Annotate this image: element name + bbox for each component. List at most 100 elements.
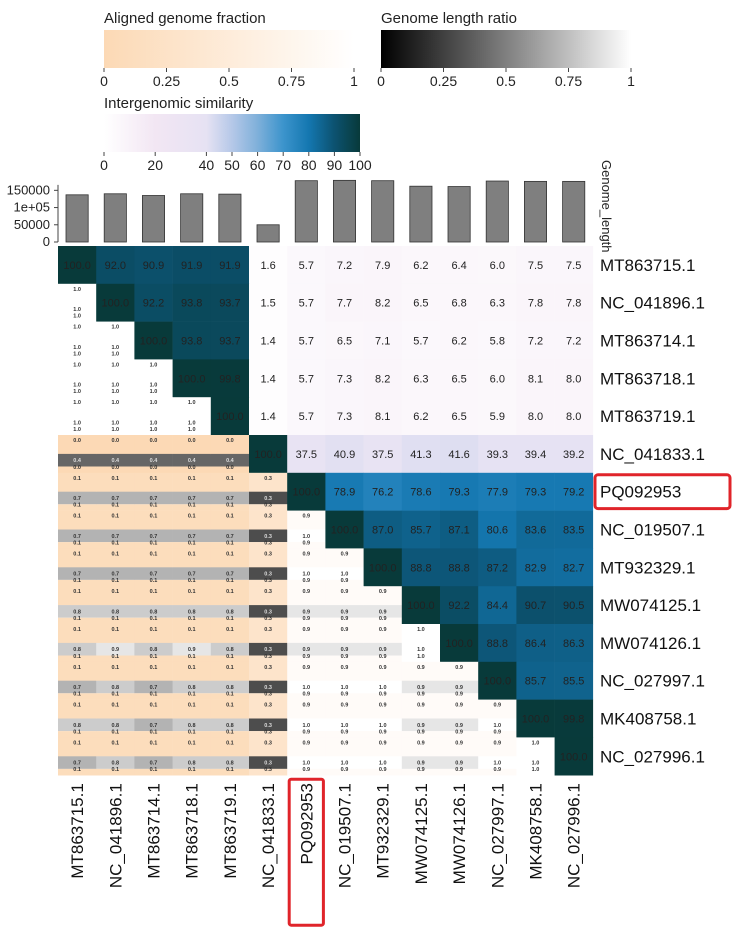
similarity-cell xyxy=(287,321,326,360)
length-ratio-value: 0.9 xyxy=(341,609,349,615)
similarity-value: 100.0 xyxy=(445,638,473,650)
similarity-value: 93.7 xyxy=(219,336,240,348)
length-ratio-value: 1.0 xyxy=(379,761,387,767)
aligned-fraction-value: 0.1 xyxy=(188,703,196,709)
aligned-fraction-value: 0.1 xyxy=(188,476,196,482)
similarity-cell xyxy=(363,472,403,511)
aligned-fraction-cell xyxy=(440,693,479,700)
length-ratio-cell xyxy=(58,680,97,694)
similarity-value: 93.7 xyxy=(219,298,240,310)
length-ratio-cell xyxy=(363,642,403,656)
similarity-cell xyxy=(325,472,364,511)
length-ratio-cell xyxy=(478,756,517,769)
aligned-fraction-value: 0.9 xyxy=(341,616,349,622)
similarity-cell xyxy=(440,397,479,436)
similarity-value: 84.4 xyxy=(487,600,508,612)
aligned-fraction-value: 0.1 xyxy=(226,729,234,735)
aligned-fraction-cell xyxy=(210,655,250,663)
aligned-fraction-cell xyxy=(210,661,250,681)
similarity-value: 77.9 xyxy=(487,487,508,499)
length-ratio-cell xyxy=(58,642,97,656)
aligned-fraction-cell xyxy=(96,466,135,474)
aligned-fraction-cell xyxy=(134,510,173,530)
length-ratio-value: 1.0 xyxy=(493,723,501,729)
legend-aligned-colorbar xyxy=(104,30,354,68)
aligned-fraction-value: 0.9 xyxy=(493,740,501,746)
similarity-cell xyxy=(134,321,173,360)
aligned-fraction-value: 0.1 xyxy=(226,627,234,633)
aligned-fraction-cell xyxy=(172,510,212,530)
aligned-fraction-value: 0.1 xyxy=(111,540,119,546)
aligned-fraction-cell xyxy=(96,510,135,530)
length-ratio-cell xyxy=(172,567,212,580)
aligned-fraction-value: 0.1 xyxy=(111,551,119,557)
row-label: MW074126.1 xyxy=(600,634,701,653)
similarity-cell xyxy=(478,472,517,511)
aligned-fraction-value: 0.9 xyxy=(302,616,310,622)
aligned-fraction-value: 1.0 xyxy=(111,427,119,433)
similarity-cell xyxy=(401,397,441,436)
aligned-fraction-value: 0.9 xyxy=(302,729,310,735)
aligned-fraction-cell xyxy=(172,435,212,455)
length-ratio-cell xyxy=(96,416,135,429)
length-ratio-cell xyxy=(134,718,173,732)
aligned-fraction-value: 0.1 xyxy=(73,540,81,546)
similarity-value: 6.8 xyxy=(451,298,466,310)
aligned-fraction-cell xyxy=(96,321,135,341)
length-ratio-value: 0.7 xyxy=(150,534,158,540)
highlight-row-label-box xyxy=(593,473,732,511)
length-ratio-cell xyxy=(401,680,441,694)
aligned-fraction-value: 0.1 xyxy=(150,589,158,595)
similarity-cell xyxy=(325,359,364,398)
length-ratio-value: 1.0 xyxy=(188,420,196,426)
column-label: MW074126.1 xyxy=(450,783,469,884)
similarity-value: 5.7 xyxy=(299,411,314,423)
aligned-fraction-value: 0.9 xyxy=(341,551,349,557)
aligned-fraction-value: 0.9 xyxy=(341,627,349,633)
aligned-fraction-cell xyxy=(401,655,441,663)
aligned-fraction-value: 0.1 xyxy=(73,616,81,622)
length-ratio-value: 0.9 xyxy=(379,609,387,615)
aligned-fraction-value: 0.9 xyxy=(417,729,425,735)
aligned-fraction-cell xyxy=(172,731,212,738)
aligned-fraction-value: 0.1 xyxy=(226,503,234,509)
aligned-fraction-value: 0.1 xyxy=(226,589,234,595)
aligned-fraction-value: 0.0 xyxy=(188,438,196,444)
aligned-fraction-value: 0.1 xyxy=(226,476,234,482)
aligned-fraction-value: 0.1 xyxy=(73,767,81,773)
length-ratio-cell xyxy=(249,718,288,732)
aligned-fraction-cell xyxy=(363,661,403,681)
length-ratio-value: 1.0 xyxy=(302,572,310,578)
aligned-fraction-value: 0.0 xyxy=(111,465,119,471)
similarity-value: 93.8 xyxy=(181,336,202,348)
aligned-fraction-cell xyxy=(210,617,250,625)
similarity-cell xyxy=(516,548,555,587)
similarity-cell xyxy=(516,321,555,360)
aligned-fraction-cell xyxy=(401,768,441,776)
aligned-fraction-cell xyxy=(58,617,97,625)
aligned-fraction-cell xyxy=(172,768,212,776)
similarity-cell xyxy=(554,283,594,322)
aligned-fraction-cell xyxy=(134,661,173,681)
similarity-cell xyxy=(325,510,364,549)
similarity-value: 5.7 xyxy=(299,298,314,310)
aligned-fraction-value: 1.0 xyxy=(150,362,158,368)
similarity-cell xyxy=(172,246,212,285)
aligned-fraction-value: 1.0 xyxy=(417,627,425,633)
aligned-fraction-cell xyxy=(96,435,135,455)
length-ratio-cell xyxy=(96,453,135,467)
length-ratio-value: 1.0 xyxy=(302,723,310,729)
genome-length-bar xyxy=(103,193,127,243)
length-ratio-value: 0.9 xyxy=(455,685,463,691)
aligned-fraction-value: 0.3 xyxy=(264,540,272,546)
aligned-fraction-value: 0.0 xyxy=(73,465,81,471)
column-label: NC_019507.1 xyxy=(336,783,355,888)
length-ratio-value: 0.7 xyxy=(73,685,81,691)
similarity-value: 7.7 xyxy=(337,298,352,310)
aligned-fraction-cell xyxy=(172,472,212,492)
aligned-fraction-cell xyxy=(287,542,326,549)
aligned-fraction-value: 0.1 xyxy=(150,514,158,520)
length-ratio-value: 0.7 xyxy=(188,496,196,502)
aligned-fraction-cell xyxy=(363,768,403,776)
length-ratio-cell xyxy=(210,605,250,618)
